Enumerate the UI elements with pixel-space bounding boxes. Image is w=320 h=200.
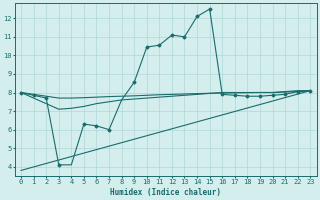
X-axis label: Humidex (Indice chaleur): Humidex (Indice chaleur) [110, 188, 221, 197]
